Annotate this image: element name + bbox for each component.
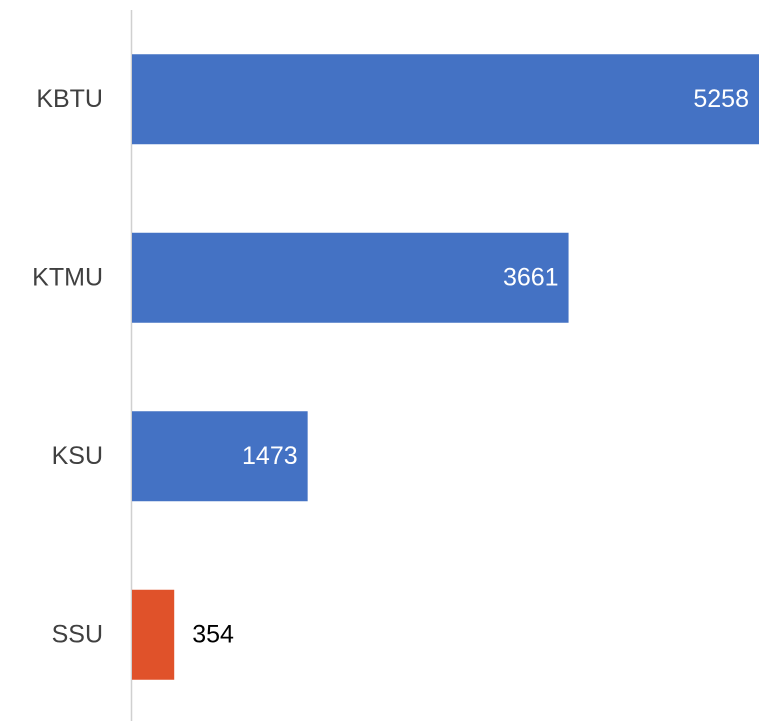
value-label: 1473 — [242, 442, 298, 470]
category-label: KTMU — [32, 263, 103, 291]
category-label: SSU — [52, 620, 103, 648]
bar — [132, 589, 175, 680]
bar — [132, 54, 759, 145]
value-label: 5258 — [693, 85, 749, 113]
category-label: KBTU — [36, 85, 103, 113]
bar — [132, 232, 569, 323]
bar — [132, 411, 308, 502]
value-label: 3661 — [503, 263, 559, 291]
category-label: KSU — [52, 442, 103, 470]
value-label: 354 — [192, 620, 234, 648]
